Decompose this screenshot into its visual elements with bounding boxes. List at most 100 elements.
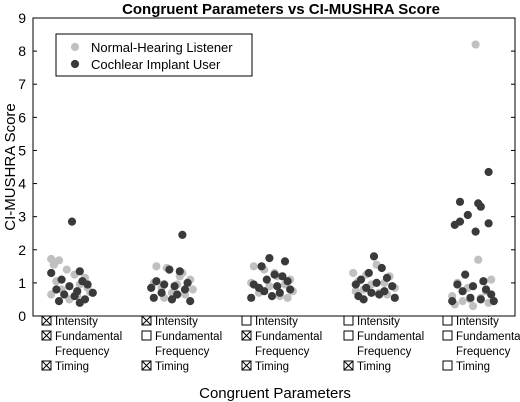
unchecked-box-icon — [343, 315, 354, 326]
cochlear-implant-point — [173, 290, 182, 299]
cochlear-implant-point — [375, 290, 384, 299]
cochlear-implant-point — [461, 270, 470, 279]
legend-marker — [70, 42, 80, 52]
y-tick-label: 5 — [18, 142, 26, 158]
check-mark — [241, 360, 252, 371]
cochlear-implant-point — [186, 297, 195, 306]
condition-label: Timing — [155, 361, 189, 373]
unchecked-box-icon — [442, 360, 453, 371]
y-tick-label: 3 — [18, 209, 26, 225]
unchecked-box-icon — [141, 330, 152, 341]
cochlear-implant-point — [54, 297, 64, 306]
condition-label: Fundamental — [55, 331, 122, 343]
cochlear-implant-point — [257, 262, 266, 271]
cochlear-implant-point — [75, 267, 84, 276]
legend: Normal-Hearing Listener Cochlear Implant … — [55, 33, 253, 77]
condition-label: Frequency — [155, 346, 210, 358]
chart-title: Congruent Parameters vs CI-MUSHRA Score — [122, 1, 440, 18]
cochlear-implant-point — [468, 282, 478, 291]
cochlear-implant-point — [466, 293, 475, 302]
cochlear-implant-point — [484, 219, 493, 228]
normal-hearing-point — [47, 290, 56, 299]
cochlear-implant-point — [267, 292, 277, 301]
cochlear-implant-point — [463, 210, 472, 220]
cochlear-implant-point — [481, 285, 491, 294]
cochlear-implant-point — [351, 280, 360, 289]
cochlear-implant-point — [367, 288, 376, 297]
cochlear-implant-point — [57, 275, 66, 284]
normal-hearing-point — [249, 262, 258, 271]
cochlear-implant-point — [157, 288, 166, 297]
cochlear-implant-point — [359, 295, 368, 304]
normal-hearing-point — [62, 265, 71, 274]
y-tick-label: 6 — [18, 109, 26, 125]
unchecked-box-icon — [442, 330, 453, 341]
y-tick-label: 4 — [18, 176, 26, 192]
cochlear-implant-point — [388, 282, 397, 291]
condition-label: Frequency — [456, 346, 511, 358]
check-mark — [41, 360, 52, 371]
check-mark — [41, 315, 52, 326]
cochlear-implant-point — [377, 263, 386, 273]
condition-label: Timing — [255, 361, 289, 373]
cochlear-implant-point — [52, 285, 61, 294]
y-tick-label: 2 — [18, 242, 26, 258]
cochlear-implant-point — [455, 197, 465, 206]
condition-label: Timing — [357, 361, 391, 373]
condition-label: Timing — [456, 361, 490, 373]
cochlear-implant-point — [364, 268, 373, 278]
cochlear-implant-point — [372, 278, 381, 287]
y-axis: 0 1 2 3 4 5 6 7 8 9 — [18, 10, 515, 324]
condition-label: Timing — [55, 361, 89, 373]
cochlear-implant-point — [484, 167, 493, 177]
condition-label: Frequency — [357, 346, 412, 358]
cochlear-implant-point — [70, 292, 79, 301]
normal-hearing-point — [487, 275, 496, 284]
legend-marker — [70, 59, 80, 69]
cochlear-implant-point — [247, 293, 256, 302]
cochlear-implant-point — [170, 282, 179, 291]
condition-labels: Intensity Fundamental Frequency Timing Inten… — [41, 315, 520, 373]
check-mark — [241, 330, 252, 341]
condition-label: Frequency — [255, 346, 310, 358]
cochlear-implant-point — [356, 275, 366, 284]
normal-hearing-point — [283, 293, 292, 302]
cochlear-implant-point — [286, 285, 295, 294]
y-axis-label: CI-MUSHRA Score — [2, 103, 19, 231]
normal-hearing-point — [468, 302, 478, 311]
condition-label: Intensity — [55, 316, 98, 328]
condition-label: Intensity — [155, 316, 198, 328]
y-tick-label: 0 — [18, 308, 26, 324]
cochlear-implant-point — [149, 293, 158, 302]
condition-label: Fundamental — [357, 331, 424, 343]
cochlear-implant-point — [479, 277, 488, 286]
condition-label: Fundamental — [155, 331, 222, 343]
cochlear-implant-point — [362, 283, 371, 292]
cochlear-implant-point — [83, 280, 92, 289]
cochlear-implant-point — [283, 277, 292, 286]
cochlear-implant-point — [390, 293, 399, 302]
data-points — [47, 40, 498, 311]
cochlear-implant-point — [165, 265, 174, 274]
check-mark — [343, 360, 354, 371]
y-tick-label: 1 — [18, 275, 26, 291]
cochlear-implant-point — [450, 220, 459, 229]
condition-label: Fundamental — [255, 331, 322, 343]
normal-hearing-point — [458, 297, 467, 306]
cochlear-implant-point — [88, 288, 97, 297]
cochlear-implant-point — [183, 278, 192, 287]
normal-hearing-point — [152, 262, 161, 271]
cochlear-implant-point — [270, 270, 279, 279]
cochlear-implant-point — [178, 230, 187, 239]
cochlear-implant-point — [160, 280, 169, 289]
cochlear-implant-point — [167, 295, 177, 304]
y-tick-label: 9 — [18, 10, 26, 26]
cochlear-implant-point — [476, 295, 485, 304]
legend-label: Cochlear Implant User — [91, 57, 221, 72]
normal-hearing-point — [188, 285, 197, 294]
condition-label: Intensity — [456, 316, 499, 328]
normal-hearing-point — [471, 40, 480, 49]
unchecked-box-icon — [241, 315, 252, 326]
cochlear-implant-point — [280, 257, 290, 266]
